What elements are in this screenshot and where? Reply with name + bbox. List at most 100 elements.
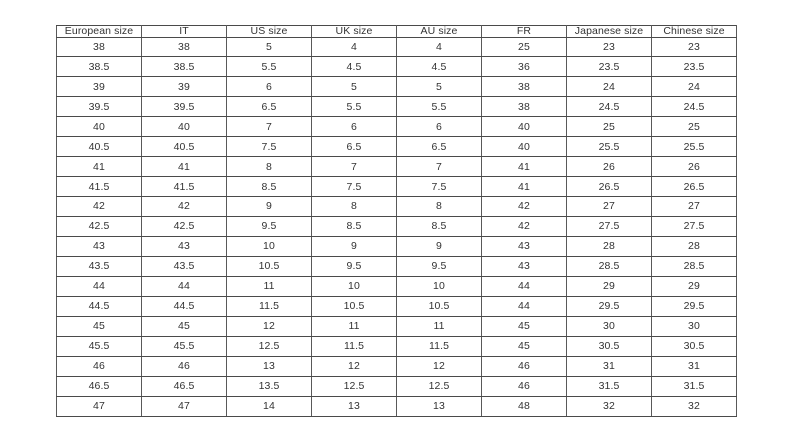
- table-cell: 13: [396, 395, 482, 418]
- table-cell: 46: [481, 375, 567, 397]
- table-cell: 12.5: [226, 336, 312, 357]
- table-row: 44.5 44.5 11.5 10.5 10.5 44 29.5 29.5: [56, 296, 737, 318]
- table-cell: 6: [396, 116, 482, 138]
- table-cell: 38: [56, 36, 142, 58]
- column-header-us-size: US size: [226, 25, 312, 38]
- table-cell: 29: [566, 276, 652, 298]
- table-cell: 6.5: [311, 136, 397, 158]
- column-header-uk-size: UK size: [311, 25, 397, 38]
- table-cell: 44: [481, 296, 567, 318]
- table-cell: 38.5: [141, 56, 227, 78]
- table-cell: 8.5: [311, 216, 397, 238]
- table-cell: 29.5: [651, 296, 737, 318]
- table-cell: 47: [56, 395, 142, 418]
- table-row: 47 47 14 13 13 48 32 32: [56, 395, 737, 418]
- table-cell: 41: [141, 156, 227, 178]
- table-cell: 13: [226, 356, 312, 377]
- table-cell: 10.5: [396, 296, 482, 318]
- table-cell: 39.5: [141, 96, 227, 118]
- table-cell: 44: [481, 276, 567, 298]
- table-cell: 43: [56, 236, 142, 258]
- table-cell: 30: [651, 316, 737, 338]
- table-cell: 27.5: [566, 216, 652, 238]
- table-cell: 46.5: [56, 375, 142, 397]
- size-conversion-table-container: European size IT US size UK size AU size FR Ja…: [56, 25, 737, 418]
- table-row: 46.5 46.5 13.5 12.5 12.5 46 31.5 31.5: [56, 375, 737, 397]
- column-header-european-size: European size: [56, 25, 142, 38]
- table-cell: 5.5: [311, 96, 397, 118]
- table-cell: 43.5: [141, 256, 227, 278]
- table-cell: 42.5: [141, 216, 227, 238]
- table-cell: 6.5: [226, 96, 312, 118]
- table-cell: 6: [226, 76, 312, 98]
- table-cell: 11: [226, 276, 312, 298]
- table-cell: 5: [226, 36, 312, 58]
- table-cell: 31: [566, 356, 652, 377]
- column-header-chinese-size: Chinese size: [651, 25, 737, 38]
- table-cell: 45: [141, 316, 227, 338]
- table-row: 38 38 5 4 4 25 23 23: [56, 36, 737, 58]
- table-cell: 38: [141, 36, 227, 58]
- table-cell: 11.5: [396, 336, 482, 357]
- table-row: 40.5 40.5 7.5 6.5 6.5 40 25.5 25.5: [56, 136, 737, 158]
- table-cell: 40.5: [56, 136, 142, 158]
- table-cell: 30.5: [566, 336, 652, 357]
- table-cell: 9.5: [396, 256, 482, 278]
- table-cell: 5.5: [396, 96, 482, 118]
- size-conversion-table: European size IT US size UK size AU size FR Ja…: [56, 25, 737, 418]
- table-cell: 45: [481, 316, 567, 338]
- table-cell: 7: [311, 156, 397, 178]
- table-cell: 44.5: [141, 296, 227, 318]
- table-cell: 13: [311, 395, 397, 418]
- table-cell: 9: [226, 196, 312, 218]
- table-cell: 42: [481, 216, 567, 238]
- table-cell: 42: [56, 196, 142, 218]
- table-cell: 8: [226, 156, 312, 178]
- table-cell: 28: [651, 236, 737, 258]
- table-cell: 30.5: [651, 336, 737, 357]
- table-row: 42 42 9 8 8 42 27 27: [56, 196, 737, 218]
- table-cell: 38: [481, 96, 567, 118]
- table-cell: 45: [481, 336, 567, 357]
- table-cell: 5: [396, 76, 482, 98]
- table-cell: 38: [481, 76, 567, 98]
- table-cell: 46: [56, 356, 142, 377]
- table-cell: 13.5: [226, 375, 312, 397]
- table-cell: 39: [141, 76, 227, 98]
- table-row: 39 39 6 5 5 38 24 24: [56, 76, 737, 98]
- table-cell: 23: [651, 36, 737, 58]
- table-cell: 44.5: [56, 296, 142, 318]
- table-cell: 5: [311, 76, 397, 98]
- table-body: 38 38 5 4 4 25 23 23 38.5 38.5 5.5 4.5 4.5 36 23.5 23.5…: [56, 36, 737, 418]
- table-row: 45 45 12 11 11 45 30 30: [56, 316, 737, 338]
- table-row: 43.5 43.5 10.5 9.5 9.5 43 28.5 28.5: [56, 256, 737, 278]
- table-cell: 27.5: [651, 216, 737, 238]
- table-cell: 45.5: [56, 336, 142, 357]
- table-cell: 27: [651, 196, 737, 218]
- table-row: 38.5 38.5 5.5 4.5 4.5 36 23.5 23.5: [56, 56, 737, 78]
- table-cell: 7: [396, 156, 482, 178]
- table-cell: 44: [141, 276, 227, 298]
- table-cell: 8: [396, 196, 482, 218]
- header-row: European size IT US size UK size AU size FR Ja…: [56, 25, 737, 38]
- table-cell: 11: [311, 316, 397, 338]
- column-header-fr: FR: [481, 25, 567, 38]
- table-cell: 24.5: [566, 96, 652, 118]
- table-cell: 25: [651, 116, 737, 138]
- table-row: 42.5 42.5 9.5 8.5 8.5 42 27.5 27.5: [56, 216, 737, 238]
- table-cell: 39.5: [56, 96, 142, 118]
- table-cell: 23.5: [651, 56, 737, 78]
- table-cell: 9: [311, 236, 397, 258]
- table-cell: 25: [566, 116, 652, 138]
- table-cell: 7: [226, 116, 312, 138]
- table-cell: 6.5: [396, 136, 482, 158]
- table-cell: 43.5: [56, 256, 142, 278]
- table-cell: 41.5: [56, 176, 142, 198]
- table-row: 46 46 13 12 12 46 31 31: [56, 356, 737, 377]
- table-cell: 4: [396, 36, 482, 58]
- table-cell: 42: [481, 196, 567, 218]
- table-row: 41.5 41.5 8.5 7.5 7.5 41 26.5 26.5: [56, 176, 737, 198]
- table-cell: 40.5: [141, 136, 227, 158]
- table-row: 44 44 11 10 10 44 29 29: [56, 276, 737, 298]
